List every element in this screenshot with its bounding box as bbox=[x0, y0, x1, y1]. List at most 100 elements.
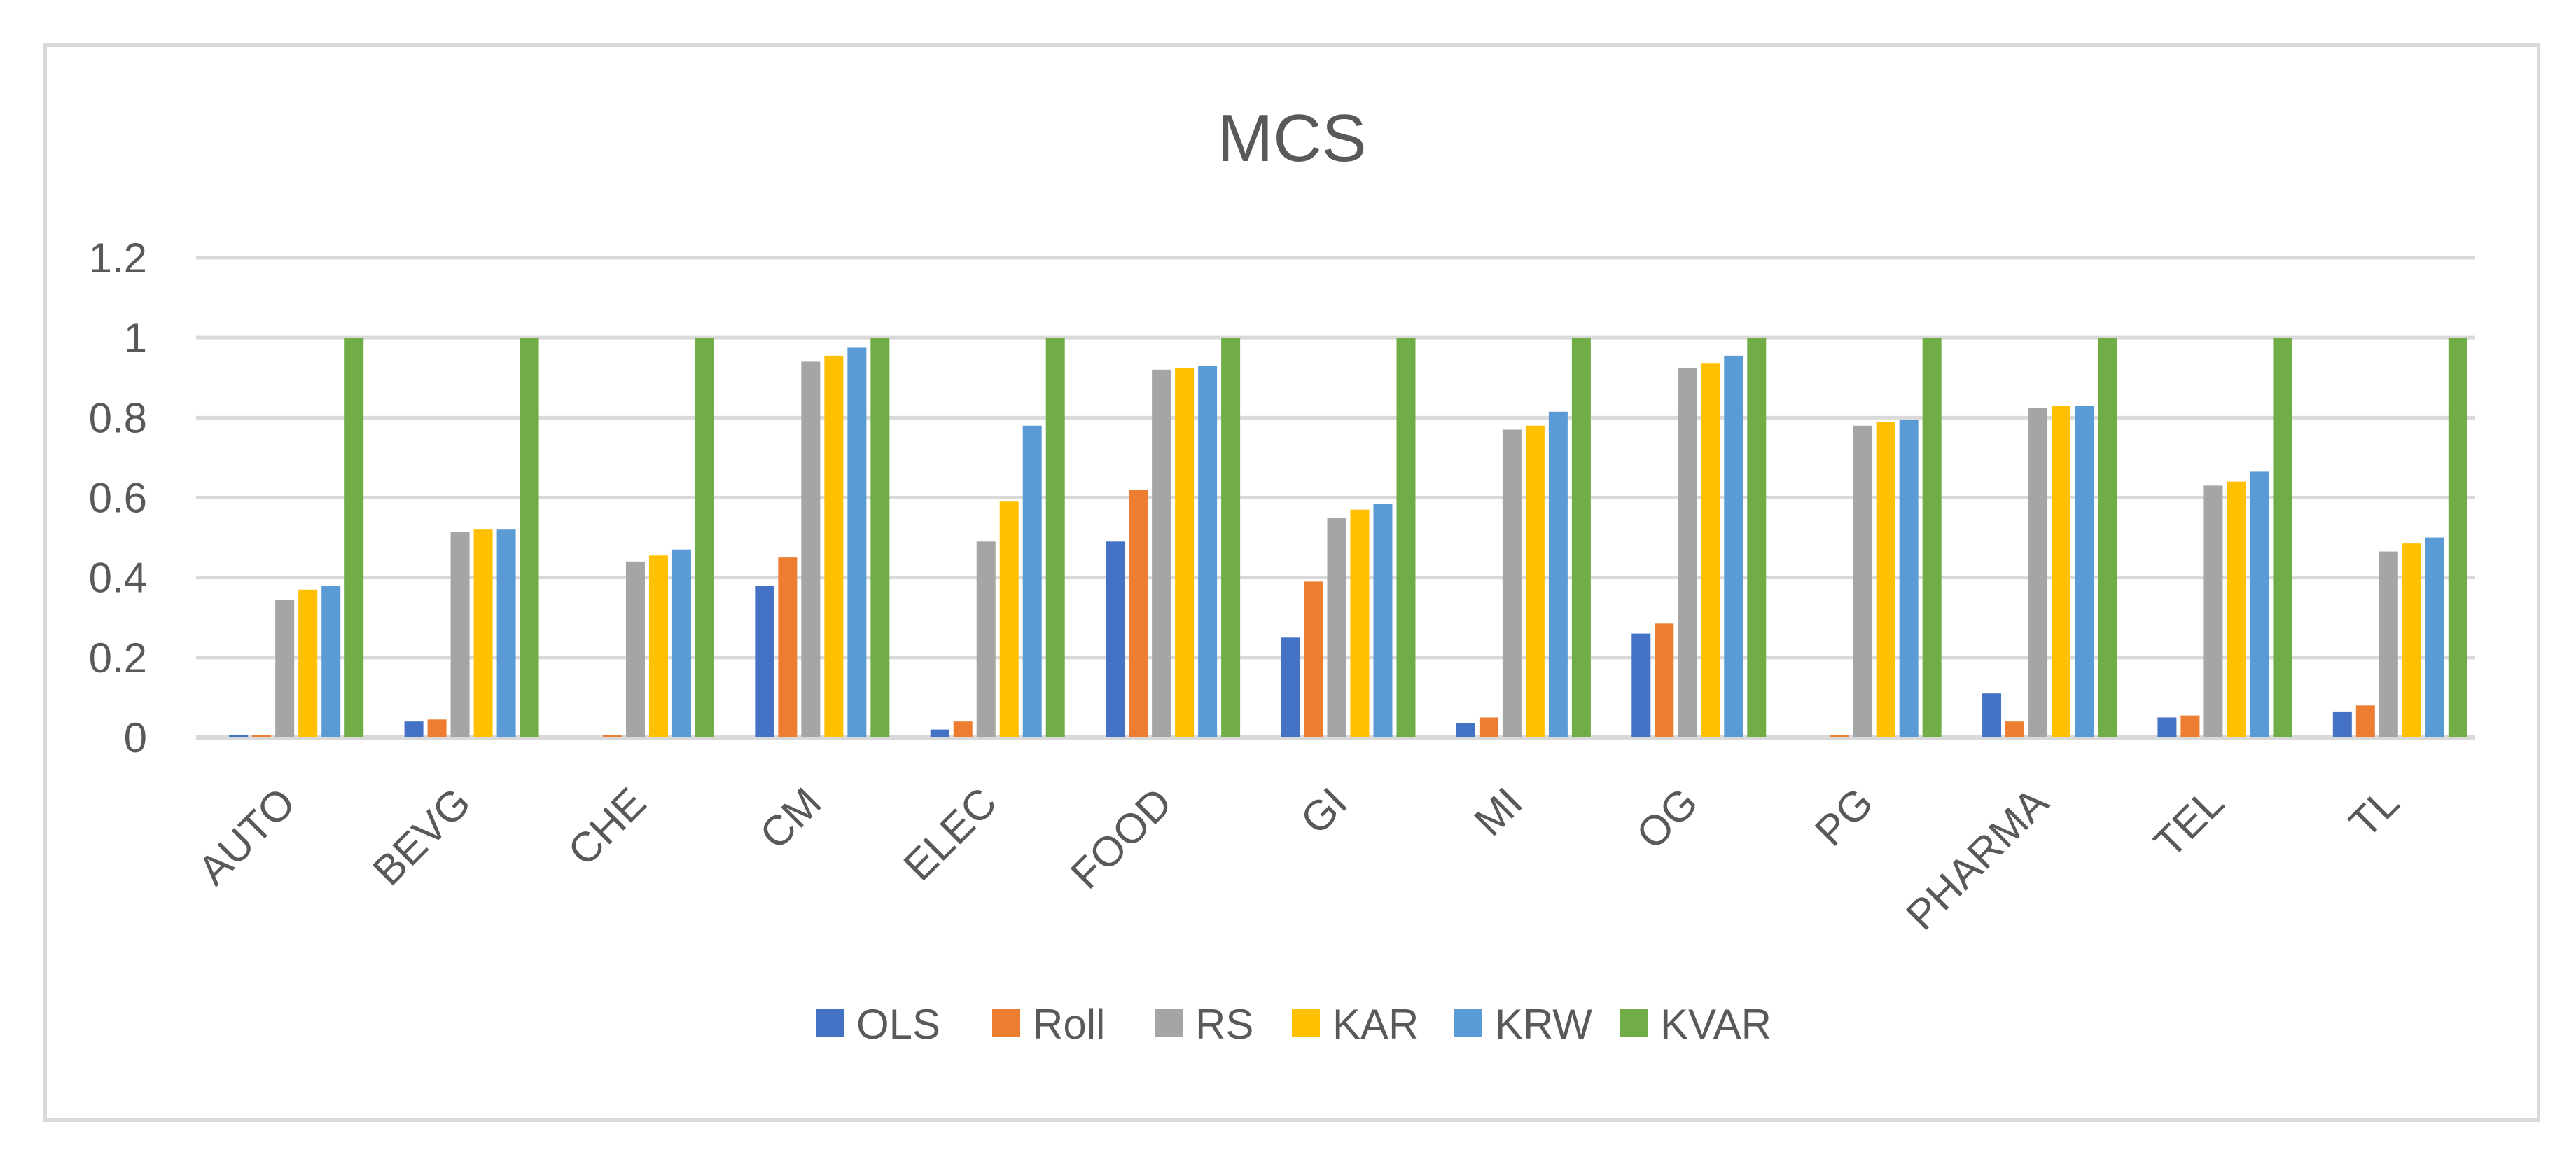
y-tick-label: 0.4 bbox=[89, 555, 147, 602]
bar-kar-og bbox=[1701, 363, 1720, 737]
legend: OLS Roll RS KAR KRW KVAR bbox=[816, 1001, 1771, 1048]
gridlines bbox=[196, 256, 2475, 740]
legend-swatch-rs bbox=[1155, 1009, 1183, 1037]
bar-krw-tl bbox=[2425, 537, 2444, 737]
x-tick-label: MI bbox=[1465, 779, 1532, 845]
bar-roll-mi bbox=[1479, 717, 1498, 737]
bar-ols-gi bbox=[1281, 637, 1300, 737]
bar-rs-tl bbox=[2379, 551, 2398, 737]
bars bbox=[229, 338, 2467, 738]
bar-kar-tl bbox=[2402, 543, 2421, 737]
bar-roll-cm bbox=[778, 557, 798, 737]
x-tick-label: TL bbox=[2340, 779, 2408, 847]
bar-rs-og bbox=[1678, 367, 1697, 737]
bar-rs-elec bbox=[976, 541, 996, 737]
y-tick-label: 1 bbox=[124, 314, 147, 361]
x-tick-label: BEVG bbox=[363, 779, 479, 894]
bar-kar-tel bbox=[2227, 481, 2246, 737]
bar-ols-bevg bbox=[404, 721, 424, 737]
bar-kvar-che bbox=[695, 338, 714, 738]
bar-ols-og bbox=[1631, 633, 1651, 737]
bar-ols-tel bbox=[2157, 717, 2177, 737]
bar-rs-food bbox=[1152, 369, 1171, 737]
bar-kvar-mi bbox=[1571, 338, 1591, 738]
bar-kvar-elec bbox=[1045, 338, 1065, 738]
x-tick-label: TEL bbox=[2145, 779, 2232, 866]
bar-rs-cm bbox=[801, 361, 821, 737]
bar-krw-elec bbox=[1022, 425, 1042, 737]
bar-roll-food bbox=[1129, 490, 1148, 737]
bar-kar-gi bbox=[1350, 509, 1370, 737]
x-tick-label: PG bbox=[1806, 779, 1882, 855]
x-tick-label: OG bbox=[1627, 779, 1706, 858]
bar-kvar-auto bbox=[344, 338, 364, 738]
bar-roll-pharma bbox=[2005, 721, 2025, 737]
bar-kvar-tl bbox=[2448, 338, 2467, 738]
bar-roll-auto bbox=[252, 735, 272, 737]
bar-rs-bevg bbox=[450, 532, 470, 737]
bar-kvar-pg bbox=[1922, 338, 1942, 738]
bar-kvar-food bbox=[1221, 338, 1241, 738]
bar-rs-mi bbox=[1502, 429, 1522, 737]
bar-ols-mi bbox=[1456, 723, 1475, 737]
bar-krw-gi bbox=[1373, 504, 1393, 737]
bar-kar-bevg bbox=[473, 529, 493, 737]
bar-kvar-gi bbox=[1396, 338, 1416, 738]
bar-krw-og bbox=[1724, 355, 1743, 738]
legend-swatch-kvar bbox=[1620, 1009, 1648, 1037]
x-tick-label: AUTO bbox=[189, 779, 304, 894]
bar-kvar-tel bbox=[2273, 338, 2292, 738]
bar-roll-pg bbox=[1830, 735, 1849, 737]
bar-roll-bevg bbox=[427, 719, 447, 737]
bar-kar-auto bbox=[298, 589, 318, 737]
bar-krw-mi bbox=[1548, 411, 1568, 737]
legend-label-rs: RS bbox=[1195, 1001, 1253, 1048]
bar-ols-elec bbox=[930, 729, 949, 737]
bar-krw-cm bbox=[847, 347, 867, 737]
bar-kvar-pharma bbox=[2098, 338, 2117, 738]
x-tick-label: CM bbox=[751, 779, 830, 858]
y-tick-label: 0.6 bbox=[89, 475, 147, 522]
bar-krw-tel bbox=[2250, 471, 2269, 737]
legend-label-roll: Roll bbox=[1033, 1001, 1105, 1048]
y-tick-label: 0.2 bbox=[89, 635, 147, 681]
bar-kar-elec bbox=[999, 501, 1019, 737]
legend-label-kar: KAR bbox=[1332, 1001, 1419, 1048]
bar-krw-pg bbox=[1899, 420, 1919, 737]
bar-rs-pharma bbox=[2028, 408, 2048, 737]
x-axis-ticks: AUTO BEVG CHE CM ELEC FOOD GI MI OG PG PHARMA TEL TL bbox=[189, 779, 2408, 939]
bar-ols-auto bbox=[229, 735, 249, 737]
bar-roll-tl bbox=[2355, 705, 2375, 737]
legend-label-kvar: KVAR bbox=[1660, 1001, 1771, 1048]
bar-roll-elec bbox=[953, 721, 973, 737]
bar-kvar-bevg bbox=[520, 338, 539, 738]
x-tick-label: ELEC bbox=[895, 779, 1005, 889]
bar-kar-pharma bbox=[2052, 406, 2071, 737]
legend-swatch-ols bbox=[816, 1009, 844, 1037]
y-axis-ticks: 0 0.2 0.4 0.6 0.8 1 1.2 bbox=[89, 235, 147, 761]
bar-kar-mi bbox=[1525, 425, 1545, 737]
bar-kvar-og bbox=[1747, 338, 1767, 738]
bar-ols-tl bbox=[2332, 711, 2352, 737]
bar-kar-food bbox=[1175, 367, 1195, 737]
y-tick-label: 1.2 bbox=[89, 235, 147, 282]
bar-roll-che bbox=[602, 735, 622, 737]
chart-title: MCS bbox=[1217, 101, 1366, 176]
bar-kvar-cm bbox=[870, 338, 890, 738]
legend-swatch-kar bbox=[1292, 1009, 1320, 1037]
bar-roll-og bbox=[1655, 623, 1674, 737]
bar-krw-auto bbox=[321, 586, 341, 737]
y-tick-label: 0.8 bbox=[89, 394, 147, 441]
bar-rs-pg bbox=[1853, 425, 1872, 737]
bar-roll-gi bbox=[1304, 581, 1323, 737]
bar-ols-cm bbox=[755, 586, 774, 737]
legend-swatch-krw bbox=[1454, 1009, 1482, 1037]
bar-rs-tel bbox=[2203, 485, 2223, 737]
bar-ols-food bbox=[1106, 541, 1125, 737]
x-tick-label: GI bbox=[1292, 779, 1356, 843]
bar-rs-che bbox=[625, 561, 645, 737]
bar-kar-che bbox=[648, 555, 668, 737]
bar-rs-gi bbox=[1327, 518, 1346, 737]
x-tick-label: FOOD bbox=[1061, 779, 1181, 898]
